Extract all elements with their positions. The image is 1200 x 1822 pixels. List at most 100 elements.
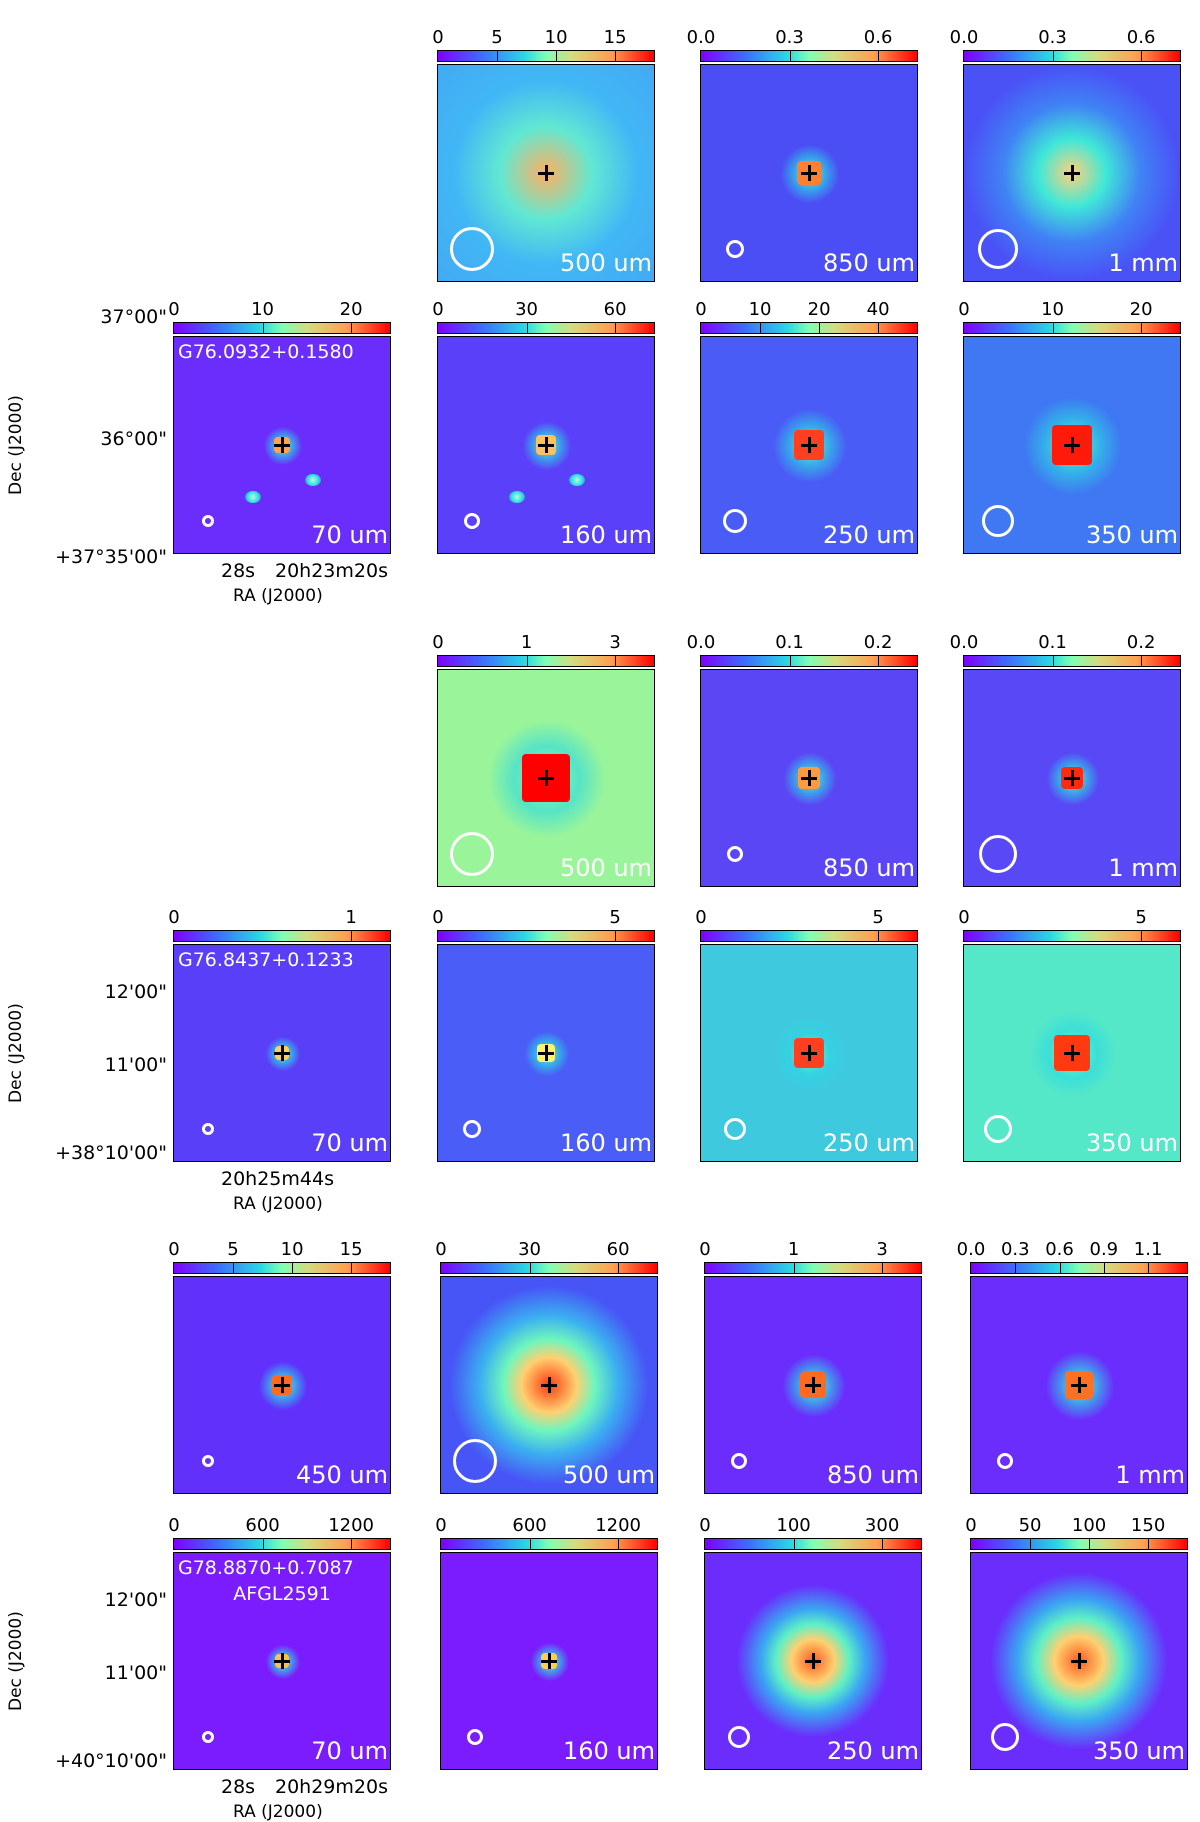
beam-circle bbox=[984, 1115, 1012, 1143]
position-marker bbox=[538, 770, 554, 786]
position-marker bbox=[541, 1377, 557, 1393]
colorbar-tick-label: 15 bbox=[603, 27, 627, 48]
intensity-map: 850 um bbox=[704, 1276, 922, 1494]
beam-circle bbox=[202, 1455, 214, 1467]
panel-3-bot-160-um: 0 600 1200 160 um bbox=[435, 1515, 658, 1786]
dec-tick-label: 12'00" bbox=[104, 981, 167, 1003]
colorbar-tick-label: 15 bbox=[339, 1239, 363, 1260]
beam-circle bbox=[726, 240, 744, 258]
intensity-map: 160 um bbox=[440, 1552, 658, 1770]
colorbar-tick-label: 0.0 bbox=[949, 27, 979, 48]
colorbar-tick-label: 5 bbox=[609, 907, 621, 928]
panel-3-top-500-um: 0 30 60 500 um bbox=[435, 1239, 658, 1510]
colorbar-tick-label: 1 bbox=[787, 1239, 800, 1260]
colorbar-tick-label: 0 bbox=[699, 1515, 711, 1536]
colorbar-tick bbox=[351, 1263, 353, 1273]
colorbar-tick bbox=[1089, 1539, 1091, 1549]
colorbar-tick-label: 30 bbox=[515, 299, 538, 320]
colorbar-tick bbox=[793, 1539, 795, 1549]
colorbar: 0.0 0.1 0.2 bbox=[687, 632, 918, 667]
colorbar-tick-label: 0 bbox=[965, 1515, 977, 1536]
intensity-map: 500 um bbox=[437, 669, 655, 887]
secondary-source bbox=[305, 474, 321, 486]
beam-circle bbox=[202, 1731, 214, 1743]
colorbar-tick bbox=[789, 51, 791, 61]
colorbar-tick bbox=[529, 1539, 531, 1549]
dec-tick-label: 36°00" bbox=[100, 428, 167, 450]
colorbar-tick-label: 0 bbox=[168, 1515, 180, 1536]
colorbar-tick bbox=[1148, 1263, 1150, 1273]
colorbar-tick bbox=[882, 1263, 884, 1273]
colorbar-tick bbox=[878, 323, 880, 333]
colorbar-tick-label: 5 bbox=[1135, 907, 1147, 928]
wavelength-label: 500 um bbox=[559, 249, 652, 277]
ra-tick-label: 28s bbox=[221, 1776, 256, 1798]
colorbar: 0 5 10 15 bbox=[432, 27, 655, 62]
colorbar-tick bbox=[262, 323, 264, 333]
colorbar-tick-label: 0.3 bbox=[1038, 27, 1067, 48]
wavelength-label: 70 um bbox=[311, 521, 388, 549]
position-marker bbox=[1064, 1045, 1080, 1061]
colorbar-tick-label: 0 bbox=[432, 299, 444, 320]
colorbar-tick-label: 0.0 bbox=[686, 632, 716, 653]
dec-axis-title: Dec (J2000) bbox=[6, 1003, 26, 1103]
panel-3-bot-350-um: 0 50 100 150 350 um bbox=[965, 1515, 1188, 1786]
colorbar-tick bbox=[1030, 1539, 1032, 1549]
wavelength-label: 350 um bbox=[1092, 1737, 1185, 1765]
colorbar-tick-label: 1.1 bbox=[1133, 1239, 1163, 1260]
colorbar: 0 10 20 40 bbox=[695, 299, 918, 334]
intensity-map: 350 um bbox=[970, 1552, 1188, 1770]
ra-tick-label: 20h29m20s bbox=[275, 1776, 388, 1798]
colorbar-tick bbox=[526, 656, 528, 666]
position-marker bbox=[805, 1653, 821, 1669]
intensity-map: 850 um bbox=[700, 669, 918, 887]
wavelength-label: 450 um bbox=[295, 1461, 388, 1489]
colorbar: 0 1 3 bbox=[699, 1239, 922, 1274]
colorbar: 0.0 0.1 0.2 bbox=[950, 632, 1181, 667]
wavelength-label: 160 um bbox=[562, 1737, 655, 1765]
dec-tick-label: +37°35'00" bbox=[55, 546, 167, 568]
position-marker bbox=[538, 1045, 554, 1061]
panel-2-bot-70-um: 0 1 70 um G76.8437+0.1233 bbox=[168, 907, 391, 1178]
colorbar-tick bbox=[615, 51, 617, 61]
colorbar-tick-label: 0.0 bbox=[949, 632, 979, 653]
colorbar-tick-label: 0 bbox=[435, 1515, 447, 1536]
colorbar-tick-label: 60 bbox=[606, 1239, 630, 1260]
colorbar-tick-label: 0.3 bbox=[1000, 1239, 1030, 1260]
intensity-map: 160 um bbox=[437, 336, 655, 554]
beam-circle bbox=[728, 1726, 750, 1748]
panel-3-top-450-um: 0 5 10 15 450 um bbox=[168, 1239, 391, 1510]
wavelength-label: 1 mm bbox=[1108, 854, 1178, 882]
colorbar-tick-label: 0 bbox=[168, 1239, 180, 1260]
colorbar-tick-label: 600 bbox=[245, 1515, 280, 1536]
intensity-map: 1 mm bbox=[963, 64, 1181, 282]
wavelength-label: 250 um bbox=[826, 1737, 919, 1765]
colorbar: 0.0 0.3 0.6 0.9 1.1 bbox=[957, 1239, 1188, 1274]
dec-tick-label: 11'00" bbox=[104, 1054, 167, 1076]
colorbar-tick bbox=[1103, 1263, 1105, 1273]
intensity-map: 70 um G76.8437+0.1233 bbox=[173, 944, 391, 1162]
colorbar-tick-label: 0 bbox=[168, 299, 180, 320]
colorbar-tick-label: 0.1 bbox=[775, 632, 804, 653]
colorbar: 0 1 3 bbox=[432, 632, 655, 667]
beam-circle bbox=[997, 1453, 1013, 1469]
colorbar-tick-label: 5 bbox=[227, 1239, 239, 1260]
source-name: G78.8870+0.7087 bbox=[178, 1557, 354, 1579]
colorbar-tick bbox=[1052, 323, 1054, 333]
position-marker bbox=[1071, 1377, 1087, 1393]
colorbar-tick-label: 100 bbox=[776, 1515, 811, 1536]
source-alias: AFGL2591 bbox=[233, 1583, 331, 1605]
colorbar-tick-label: 0.2 bbox=[1126, 632, 1156, 653]
colorbar-tick-label: 0 bbox=[432, 27, 444, 48]
colorbar-tick-label: 0.9 bbox=[1089, 1239, 1119, 1260]
colorbar-tick-label: 10 bbox=[251, 299, 274, 320]
colorbar-tick bbox=[878, 931, 880, 941]
colorbar-tick-label: 1200 bbox=[595, 1515, 642, 1536]
panel-1-top-500-um: 0 5 10 15 500 um bbox=[432, 27, 655, 298]
intensity-map: 350 um bbox=[963, 944, 1181, 1162]
beam-circle bbox=[982, 505, 1014, 537]
colorbar-tick-label: 0 bbox=[958, 299, 970, 320]
colorbar-tick bbox=[1052, 51, 1054, 61]
